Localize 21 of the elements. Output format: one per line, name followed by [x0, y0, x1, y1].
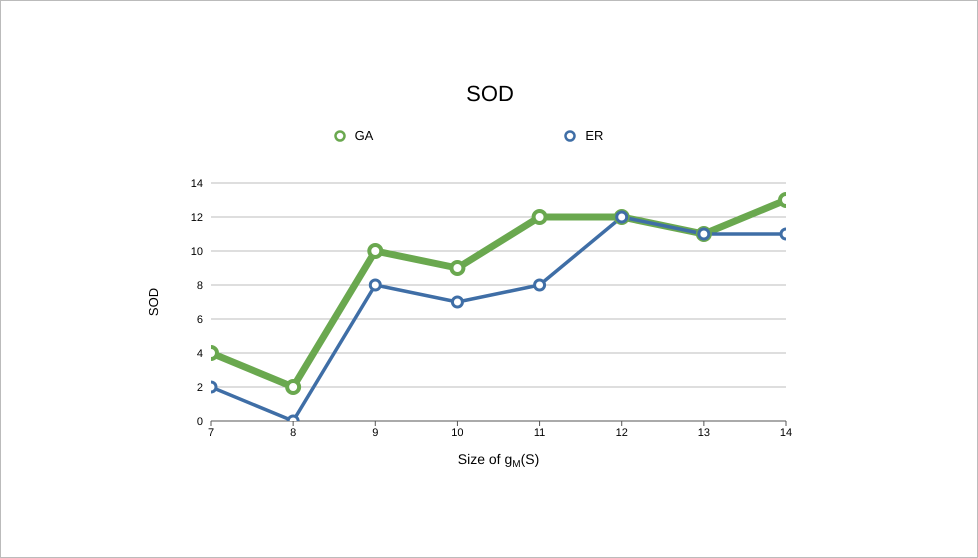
- x-axis-title: Size of g$_{M}$(S): [458, 451, 540, 470]
- y-tick-label: 14: [190, 178, 203, 190]
- x-tick-label: 7: [208, 426, 214, 439]
- x-tick-label: 8: [290, 426, 296, 439]
- y-tick-label: 8: [196, 280, 203, 292]
- legend-label: GA: [354, 128, 374, 143]
- x-tick-label: 11: [534, 426, 546, 439]
- y-tick-label: 6: [196, 314, 203, 326]
- x-tick-label: 9: [372, 426, 378, 439]
- legend-label: ER: [584, 128, 604, 143]
- x-tick-label: 12: [616, 426, 628, 439]
- y-tick-label: 12: [190, 212, 203, 224]
- y-tick-label: 10: [190, 246, 203, 258]
- y-axis-title: SOD: [146, 288, 161, 316]
- y-tick-label: 0: [196, 416, 203, 428]
- x-tick-label: 10: [451, 426, 464, 439]
- x-tick-label: 13: [698, 426, 710, 439]
- y-tick-label: 2: [196, 382, 203, 394]
- x-tick-label: 14: [780, 426, 792, 439]
- y-tick-label: 4: [196, 348, 203, 360]
- chart-title: SOD: [465, 81, 515, 107]
